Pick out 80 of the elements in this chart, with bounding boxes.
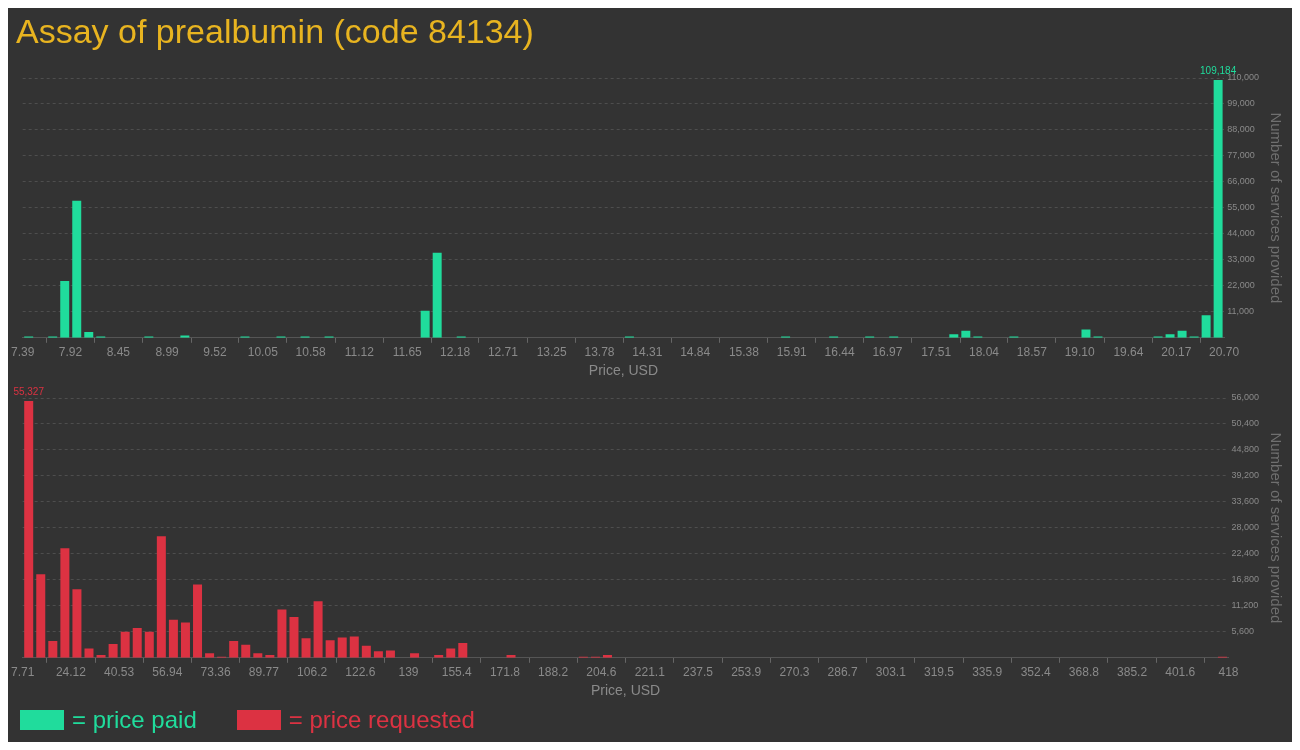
x-tick-label: 368.8	[1068, 665, 1100, 680]
x-tick-label: 13.25	[536, 345, 567, 360]
y-axis-title: Number of services provided	[1267, 432, 1285, 624]
x-tick-label: 19.10	[1064, 345, 1096, 360]
y-tick-label: 56,000	[1231, 392, 1259, 403]
x-tick-label: 188.2	[538, 665, 569, 680]
y-tick-label: 33,000	[1227, 254, 1255, 265]
x-tick-label: 89.77	[248, 665, 280, 680]
y-tick-label: 39,200	[1231, 470, 1259, 481]
x-tick-label: 10.58	[295, 345, 326, 360]
x-tick-label: 8.99	[155, 345, 180, 360]
x-tick-label: 14.84	[680, 345, 711, 360]
x-tick-label: 270.3	[779, 665, 810, 680]
x-tick-label: 16.97	[872, 345, 903, 360]
legend-label: = price paid	[72, 706, 197, 734]
x-tick-label: 171.8	[489, 665, 521, 680]
x-tick-label: 56.94	[152, 665, 183, 680]
x-tick-label: 13.78	[584, 345, 615, 360]
x-tick-label: 17.51	[921, 345, 952, 360]
x-tick-label: 12.71	[487, 345, 519, 360]
x-tick-label: 24.12	[55, 665, 87, 680]
x-tick-label: 139	[398, 665, 419, 680]
y-tick-label: 22,400	[1231, 548, 1259, 559]
x-tick-label: 15.38	[728, 345, 760, 360]
x-tick-label: 7.39	[11, 345, 35, 360]
x-tick-label: 20.70	[1209, 345, 1240, 360]
x-tick-label: 40.53	[104, 665, 135, 680]
x-tick-label: 15.91	[776, 345, 808, 360]
x-tick-label: 14.31	[632, 345, 663, 360]
y-tick-label: 11,200	[1231, 600, 1259, 611]
x-tick-label: 12.18	[440, 345, 471, 360]
x-tick-label: 237.5	[682, 665, 714, 680]
y-tick-label: 16,800	[1231, 574, 1259, 585]
y-tick-label: 77,000	[1227, 150, 1255, 161]
x-axis-title: Price, USD	[588, 362, 659, 379]
x-tick-label: 155.4	[441, 665, 473, 680]
x-tick-label: 401.6	[1165, 665, 1196, 680]
x-tick-label: 7.92	[58, 345, 83, 360]
x-tick-label: 253.9	[731, 665, 762, 680]
y-tick-label: 33,600	[1231, 496, 1259, 507]
y-axis-title: Number of services provided	[1267, 112, 1285, 304]
y-tick-label: 44,000	[1227, 228, 1255, 239]
x-tick-label: 122.6	[345, 665, 376, 680]
x-tick-label: 16.44	[824, 345, 855, 360]
x-tick-label: 18.57	[1016, 345, 1048, 360]
x-tick-label: 204.6	[586, 665, 617, 680]
x-tick-label: 18.04	[969, 345, 1000, 360]
y-tick-label: 55,000	[1227, 202, 1255, 213]
y-tick-label: 44,800	[1231, 444, 1259, 455]
x-tick-label: 335.9	[972, 665, 1003, 680]
y-tick-label: 22,000	[1227, 280, 1255, 291]
x-tick-label: 106.2	[297, 665, 328, 680]
x-tick-label: 20.17	[1161, 345, 1192, 360]
y-tick-label: 88,000	[1227, 124, 1255, 135]
x-tick-label: 11.12	[344, 345, 375, 360]
y-tick-label: 11,000	[1227, 306, 1254, 317]
x-tick-label: 418	[1218, 665, 1239, 680]
x-tick-label: 10.05	[247, 345, 279, 360]
y-tick-label: 99,000	[1227, 98, 1255, 109]
x-tick-label: 319.5	[923, 665, 955, 680]
y-tick-label: 50,400	[1231, 418, 1259, 429]
x-tick-label: 9.52	[203, 345, 227, 360]
x-tick-label: 286.7	[827, 665, 858, 680]
x-tick-label: 7.71	[11, 665, 35, 680]
data-label: 55,327	[13, 385, 45, 397]
x-tick-label: 352.4	[1020, 665, 1052, 680]
x-tick-label: 221.1	[634, 665, 666, 680]
x-tick-label: 11.65	[392, 345, 423, 360]
x-tick-label: 8.45	[106, 345, 131, 360]
y-tick-label: 66,000	[1227, 176, 1255, 187]
x-tick-label: 19.64	[1113, 345, 1144, 360]
legend-label: = price requested	[288, 706, 475, 734]
chart-title: Assay of prealbumin (code 84134)	[15, 11, 535, 52]
y-tick-label: 5,600	[1231, 626, 1254, 637]
y-tick-label: 28,000	[1231, 522, 1259, 533]
data-label: 109,184	[1200, 64, 1237, 76]
x-tick-label: 303.1	[875, 665, 907, 680]
x-axis-title: Price, USD	[590, 682, 661, 699]
x-tick-label: 73.36	[200, 665, 231, 680]
x-tick-label: 385.2	[1117, 665, 1148, 680]
